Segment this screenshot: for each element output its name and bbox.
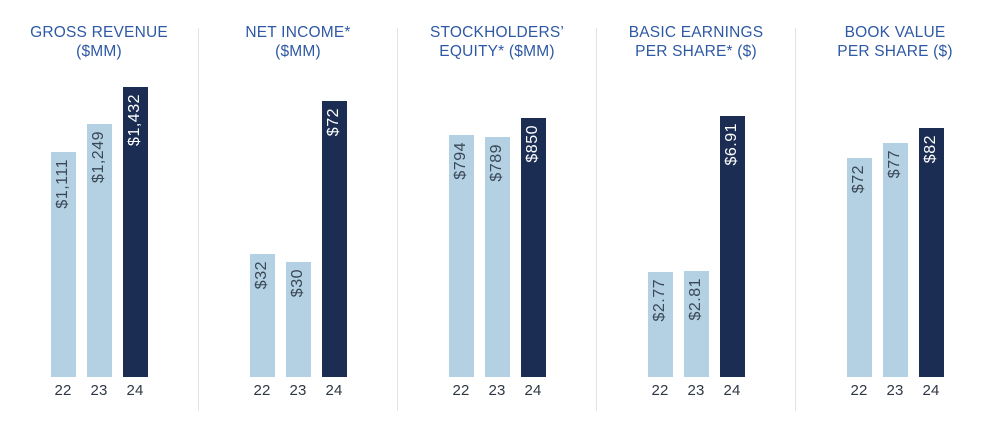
chart-title-line-1: NET INCOME* [245, 24, 351, 41]
panel-divider [795, 28, 796, 411]
bar-value-label: $2.77 [651, 279, 668, 322]
bar-value-label: $6.91 [723, 123, 740, 166]
bar-value-label: $2.81 [687, 278, 704, 321]
panel-divider [596, 28, 597, 411]
chart-title-line-1: STOCKHOLDERS’ [429, 24, 565, 41]
x-tick-24: 24 [126, 382, 144, 399]
chart-title: STOCKHOLDERS’ EQUITY* ($MM) [398, 23, 596, 61]
bar-22: $32 [249, 254, 275, 377]
bar-23: $77 [882, 143, 908, 377]
bar-22: $2.77 [647, 272, 673, 377]
x-tick-24: 24 [922, 382, 940, 399]
chart-panel-net-income-mm: NET INCOME* ($MM) $32 $30 $72 22 23 24 [199, 0, 397, 444]
bar-23: $2.81 [683, 271, 709, 377]
chart-panel-gross-revenue-mm: GROSS REVENUE ($MM) $1,111 $1,249 $1,432… [0, 0, 198, 444]
bar-group: $2.77 $2.81 $6.91 [597, 116, 795, 377]
panel-divider [198, 28, 199, 411]
chart-panel-stockholders-equity-mm: STOCKHOLDERS’ EQUITY* ($MM) $794 $789 $8… [398, 0, 596, 444]
panel-divider [397, 28, 398, 411]
bar-value-label: $32 [253, 261, 270, 290]
bar-group: $794 $789 $850 [398, 118, 596, 377]
x-tick-23: 23 [289, 382, 307, 399]
bar-group: $72 $77 $82 [796, 128, 994, 377]
bar-value-label: $789 [488, 144, 505, 182]
x-axis-ticks: 22 23 24 [199, 382, 397, 399]
chart-title-line-2: EQUITY* ($MM) [439, 43, 555, 60]
bar-24: $72 [321, 101, 347, 377]
x-tick-24: 24 [524, 382, 542, 399]
chart-title: BASIC EARNINGS PER SHARE* ($) [597, 23, 795, 61]
bar-group: $1,111 $1,249 $1,432 [0, 87, 198, 377]
x-tick-23: 23 [687, 382, 705, 399]
bar-24: $1,432 [122, 87, 148, 377]
x-axis-ticks: 22 23 24 [796, 382, 994, 399]
bar-value-label: $72 [325, 108, 342, 137]
x-tick-22: 22 [253, 382, 271, 399]
bar-22: $794 [448, 135, 474, 377]
bar-23: $1,249 [86, 124, 112, 377]
bar-value-label: $1,111 [54, 159, 71, 209]
chart-title-line-1: BASIC EARNINGS [628, 24, 764, 41]
x-tick-22: 22 [850, 382, 868, 399]
x-tick-24: 24 [723, 382, 741, 399]
chart-title-line-2: ($MM) [76, 43, 122, 60]
chart-title-line-1: GROSS REVENUE [30, 24, 168, 41]
chart-title: GROSS REVENUE ($MM) [0, 23, 198, 61]
bar-value-label: $77 [886, 150, 903, 179]
x-tick-23: 23 [488, 382, 506, 399]
x-axis-ticks: 22 23 24 [597, 382, 795, 399]
chart-title-line-2: PER SHARE* ($) [635, 43, 757, 60]
bar-23: $30 [285, 262, 311, 377]
x-tick-22: 22 [452, 382, 470, 399]
chart-title-line-2: PER SHARE ($) [837, 43, 953, 60]
x-tick-24: 24 [325, 382, 343, 399]
bar-22: $1,111 [50, 152, 76, 377]
chart-panel-basic-earnings-per-share: BASIC EARNINGS PER SHARE* ($) $2.77 $2.8… [597, 0, 795, 444]
bar-23: $789 [484, 137, 510, 377]
bar-value-label: $794 [452, 142, 469, 180]
bar-value-label: $72 [850, 165, 867, 194]
chart-title: NET INCOME* ($MM) [199, 23, 397, 61]
bar-24: $850 [520, 118, 546, 377]
bar-value-label: $1,432 [126, 94, 143, 146]
x-axis-ticks: 22 23 24 [398, 382, 596, 399]
chart-title: BOOK VALUE PER SHARE ($) [796, 23, 994, 61]
chart-title-line-2: ($MM) [275, 43, 321, 60]
bar-value-label: $30 [289, 269, 306, 298]
x-axis-ticks: 22 23 24 [0, 382, 198, 399]
bar-22: $72 [846, 158, 872, 377]
chart-title-line-1: BOOK VALUE [844, 24, 946, 41]
bar-group: $32 $30 $72 [199, 101, 397, 377]
bar-value-label: $1,249 [90, 131, 107, 183]
bar-value-label: $82 [922, 135, 939, 164]
x-tick-23: 23 [90, 382, 108, 399]
x-tick-22: 22 [54, 382, 72, 399]
x-tick-22: 22 [651, 382, 669, 399]
bar-24: $6.91 [719, 116, 745, 377]
bar-24: $82 [918, 128, 944, 377]
bar-value-label: $850 [524, 125, 541, 163]
x-tick-23: 23 [886, 382, 904, 399]
chart-panel-book-value-per-share: BOOK VALUE PER SHARE ($) $72 $77 $82 22 2… [796, 0, 994, 444]
